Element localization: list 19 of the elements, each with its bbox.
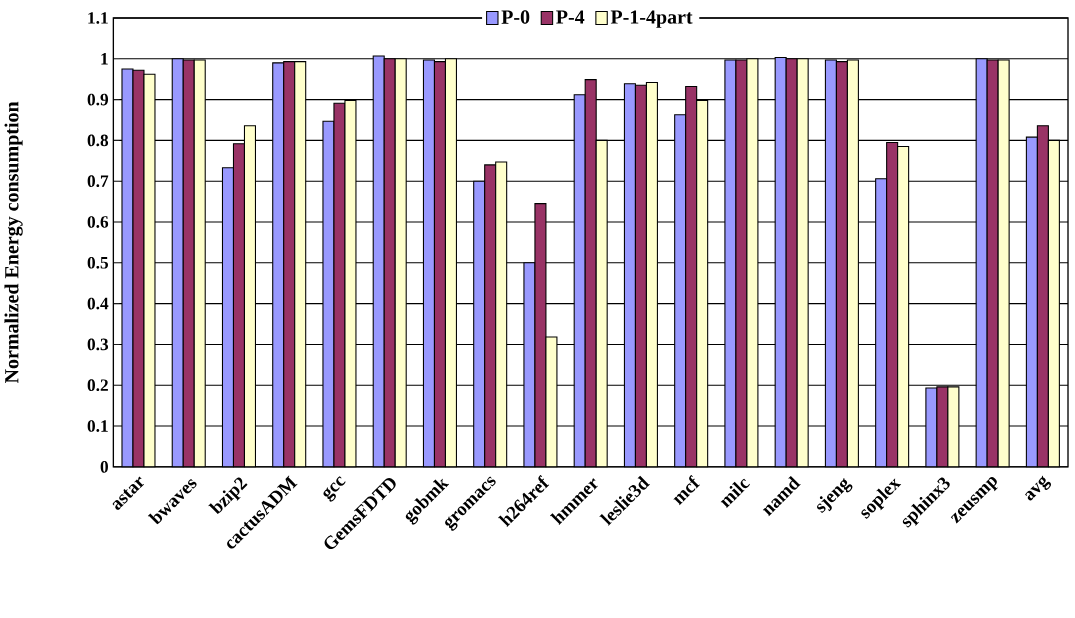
legend-label: P-4 [556, 10, 585, 24]
y-tick-label: 1.1 [88, 12, 108, 24]
y-tick-label: 0.7 [87, 175, 109, 188]
x-tick-label: mcf [673, 475, 700, 506]
legend-label: P-1-4part [610, 10, 693, 28]
legend-label: P-0 [501, 10, 530, 24]
y-tick-label: 0.6 [87, 216, 109, 229]
y-tick-label: 0.1 [87, 420, 108, 433]
y-tick-label: 0.9 [87, 93, 109, 106]
y-tick-label: 0.5 [87, 257, 109, 269]
y-axis-title: Normalized Energy consumption [4, 101, 23, 384]
y-tick-label: 0.2 [87, 379, 108, 392]
y-tick-label: 0.4 [87, 297, 109, 310]
y-tick-label: 0.3 [87, 338, 109, 351]
y-tick-label: 0.8 [87, 134, 109, 147]
y-tick-label: 1 [101, 53, 108, 65]
y-tick-label: 0 [100, 461, 108, 473]
x-tick-label: avg [1025, 475, 1051, 501]
x-tick-label: milc [720, 478, 750, 509]
